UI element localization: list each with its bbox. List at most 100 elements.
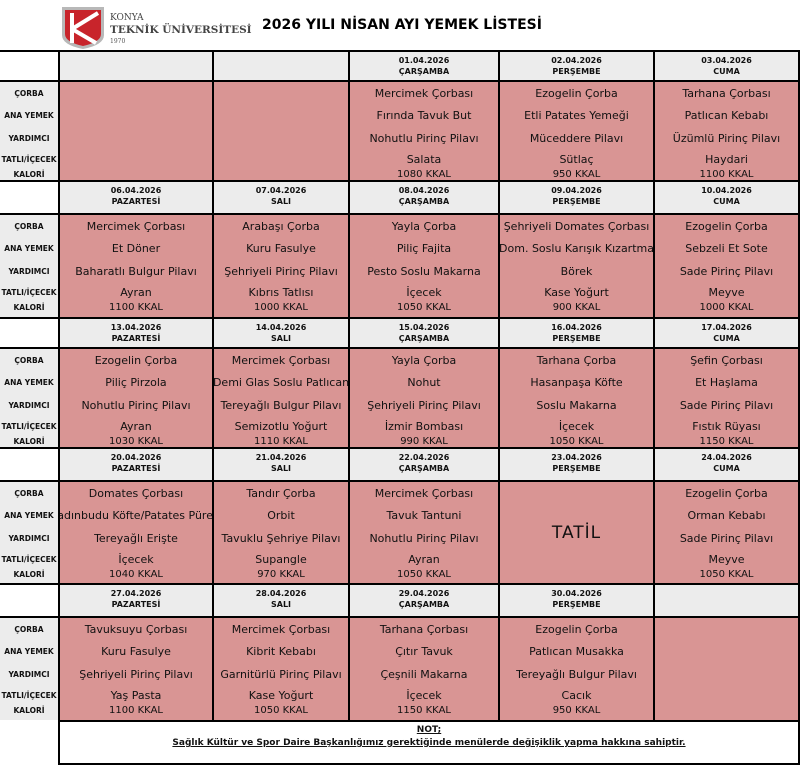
menu-side-dish: Şehriyeli Pirinç Pilavı	[367, 398, 481, 412]
day-name: ÇARŞAMBA	[398, 464, 450, 473]
week-block: 01.04.2026 ÇARŞAMBA 02.04.2026 PERŞEMBE 03.0…	[0, 50, 800, 180]
blank-cell	[0, 182, 58, 213]
row-label: TATLI/İÇECEK	[1, 690, 57, 700]
menu-side-dish: Nohutlu Pirinç Pilavı	[369, 131, 479, 145]
row-label: YARDIMCI	[8, 533, 50, 543]
day-date: 28.04.2026	[255, 589, 307, 598]
date-header-row: 06.04.2026 PAZARTESİ 07.04.2026 SALI 08.04.2…	[0, 180, 800, 213]
day-name: ÇARŞAMBA	[398, 600, 450, 609]
blank-cell	[0, 449, 58, 480]
day-menu-cell: Arabaşı Çorba Kuru Fasulye Şehriyeli Pirin…	[212, 215, 348, 317]
day-header: 16.04.2026 PERŞEMBE	[498, 319, 653, 347]
day-menu-cell	[212, 82, 348, 180]
day-date: 14.04.2026	[255, 323, 307, 332]
menu-dessert-drink	[60, 149, 212, 169]
day-header: 30.04.2026 PERŞEMBE	[498, 585, 653, 616]
menu-dessert-drink: Meyve	[708, 285, 745, 299]
menu-calories: 1110 KKAL	[254, 436, 308, 447]
menu-side-dish: Pesto Soslu Makarna	[367, 264, 481, 278]
day-name: PERŞEMBE	[552, 464, 601, 473]
row-label: KALORİ	[13, 706, 45, 715]
day-header: 07.04.2026 SALI	[212, 182, 348, 213]
menu-dessert-drink: Kase Yoğurt	[248, 688, 314, 702]
day-header: 09.04.2026 PERŞEMBE	[498, 182, 653, 213]
day-date: 20.04.2026	[110, 453, 162, 462]
menu-soup	[655, 618, 798, 640]
day-menu-cell: Ezogelin Çorba Orman Kebabı Sade Pirinç Pi…	[653, 482, 800, 583]
day-date: 02.04.2026	[551, 56, 602, 65]
menu-calories: 1050 KKAL	[699, 569, 754, 580]
menu-side-dish: Nohutlu Pirinç Pilavı	[81, 398, 191, 412]
menu-calories: 1050 KKAL	[254, 705, 308, 716]
menu-row: ÇORBA ANA YEMEK YARDIMCI TATLI/İÇECEK KALORİ…	[0, 616, 800, 720]
menu-main-dish: Kibrit Kebabı	[246, 645, 316, 658]
logo-line1: KONYA	[110, 13, 144, 23]
day-name: CUMA	[713, 67, 740, 76]
menu-dessert-drink: Ayran	[408, 552, 440, 566]
day-menu-cell: Tavuksuyu Çorbası Kuru Fasulye Şehriyeli P…	[58, 618, 212, 720]
day-menu-cell: Tarhana Çorba Hasanpaşa Köfte Soslu Makarn…	[498, 349, 653, 447]
menu-side-dish: Tereyağlı Erişte	[94, 531, 178, 545]
row-labels: ÇORBA ANA YEMEK YARDIMCI TATLI/İÇECEK KALORİ	[0, 82, 58, 180]
menu-calories: 1150 KKAL	[699, 436, 754, 447]
day-menu-cell: Mercimek Çorbası Kibrit Kebabı Garnitürlü …	[212, 618, 348, 720]
row-label: YARDIMCI	[8, 133, 50, 143]
day-date: 13.04.2026	[110, 323, 162, 332]
day-menu-cell: Mercimek Çorbası Tavuk Tantuni Nohutlu Pir…	[348, 482, 498, 583]
row-label: KALORİ	[13, 570, 45, 579]
day-menu-cell: Tarhana Çorbası Çıtır Tavuk Çeşnili Makarn…	[348, 618, 498, 720]
day-header	[653, 585, 800, 616]
day-menu-cell: Mercimek Çorbası Fırında Tavuk But Nohutlu…	[348, 82, 498, 180]
menu-side-dish: Garnitürlü Pirinç Pilavı	[220, 667, 342, 681]
menu-calories: 900 KKAL	[552, 302, 601, 313]
day-header: 27.04.2026 PAZARTESİ	[58, 585, 212, 616]
menu-side-dish: Çeşnili Makarna	[380, 667, 468, 681]
menu-main-dish: Tavuk Tantuni	[386, 509, 462, 522]
day-header: 02.04.2026 PERŞEMBE	[498, 52, 653, 80]
menu-calories	[655, 705, 798, 716]
menu-soup: Mercimek Çorbası	[231, 353, 331, 367]
row-label: ANA YEMEK	[4, 378, 54, 387]
menu-side-dish: Şehriyeli Pirinç Pilavı	[224, 264, 338, 278]
menu-soup: Yayla Çorba	[391, 353, 457, 367]
day-name: PERŞEMBE	[552, 334, 601, 343]
note-title: NOT;	[416, 725, 442, 735]
day-date: 15.04.2026	[398, 323, 450, 332]
menu-main-dish: Çıtır Tavuk	[395, 645, 453, 658]
menu-soup: Yayla Çorba	[391, 219, 457, 233]
row-label: TATLI/İÇECEK	[1, 554, 57, 564]
menu-main-dish: Kuru Fasulye	[246, 242, 316, 255]
date-header-row: 27.04.2026 PAZARTESİ 28.04.2026 SALI 29.04.2…	[0, 583, 800, 616]
row-label: KALORİ	[13, 170, 45, 179]
menu-main-dish: Etli Patates Yemeği	[524, 109, 629, 122]
day-menu-cell: Yayla Çorba Nohut Şehriyeli Pirinç Pilavı İ…	[348, 349, 498, 447]
day-name: CUMA	[713, 464, 740, 473]
day-menu-cell: Ezogelin Çorba Patlıcan Musakka Tereyağlı …	[498, 618, 653, 720]
menu-side-dish: Sade Pirinç Pilavı	[679, 264, 774, 278]
menu-main-dish: Patlıcan Musakka	[529, 645, 624, 658]
menu-calories: 1080 KKAL	[397, 169, 451, 180]
menu-dessert-drink: Cacık	[561, 688, 592, 702]
menu-side-dish: Nohutlu Pirinç Pilavı	[369, 531, 479, 545]
menu-soup: Mercimek Çorbası	[374, 486, 474, 500]
row-label: YARDIMCI	[8, 400, 50, 410]
menu-row: ÇORBA ANA YEMEK YARDIMCI TATLI/İÇECEK KALORİ…	[0, 213, 800, 317]
menu-side-dish: Soslu Makarna	[536, 398, 617, 412]
day-menu-cell: Şefin Çorbası Et Haşlama Sade Pirinç Pilav…	[653, 349, 800, 447]
day-header: 10.04.2026 CUMA	[653, 182, 800, 213]
day-name: PAZARTESİ	[111, 600, 161, 609]
day-date: 06.04.2026	[110, 186, 162, 195]
menu-calories: 1030 KKAL	[109, 436, 163, 447]
menu-main-dish: Fırında Tavuk But	[376, 109, 472, 122]
menu-soup: Tarhana Çorba	[536, 353, 617, 367]
day-header: 23.04.2026 PERŞEMBE	[498, 449, 653, 480]
menu-soup: Tavuksuyu Çorbası	[84, 622, 188, 636]
day-name: ÇARŞAMBA	[398, 67, 450, 76]
menu-main-dish: Nohut	[407, 376, 441, 389]
day-menu-cell: Ezogelin Çorba Sebzeli Et Sote Sade Pirinç…	[653, 215, 800, 317]
menu-soup: Mercimek Çorbası	[374, 86, 474, 100]
day-date: 23.04.2026	[551, 453, 602, 462]
menu-dessert-drink: Kase Yoğurt	[544, 285, 609, 299]
menu-dessert-drink	[214, 149, 348, 169]
day-date: 30.04.2026	[551, 589, 602, 598]
